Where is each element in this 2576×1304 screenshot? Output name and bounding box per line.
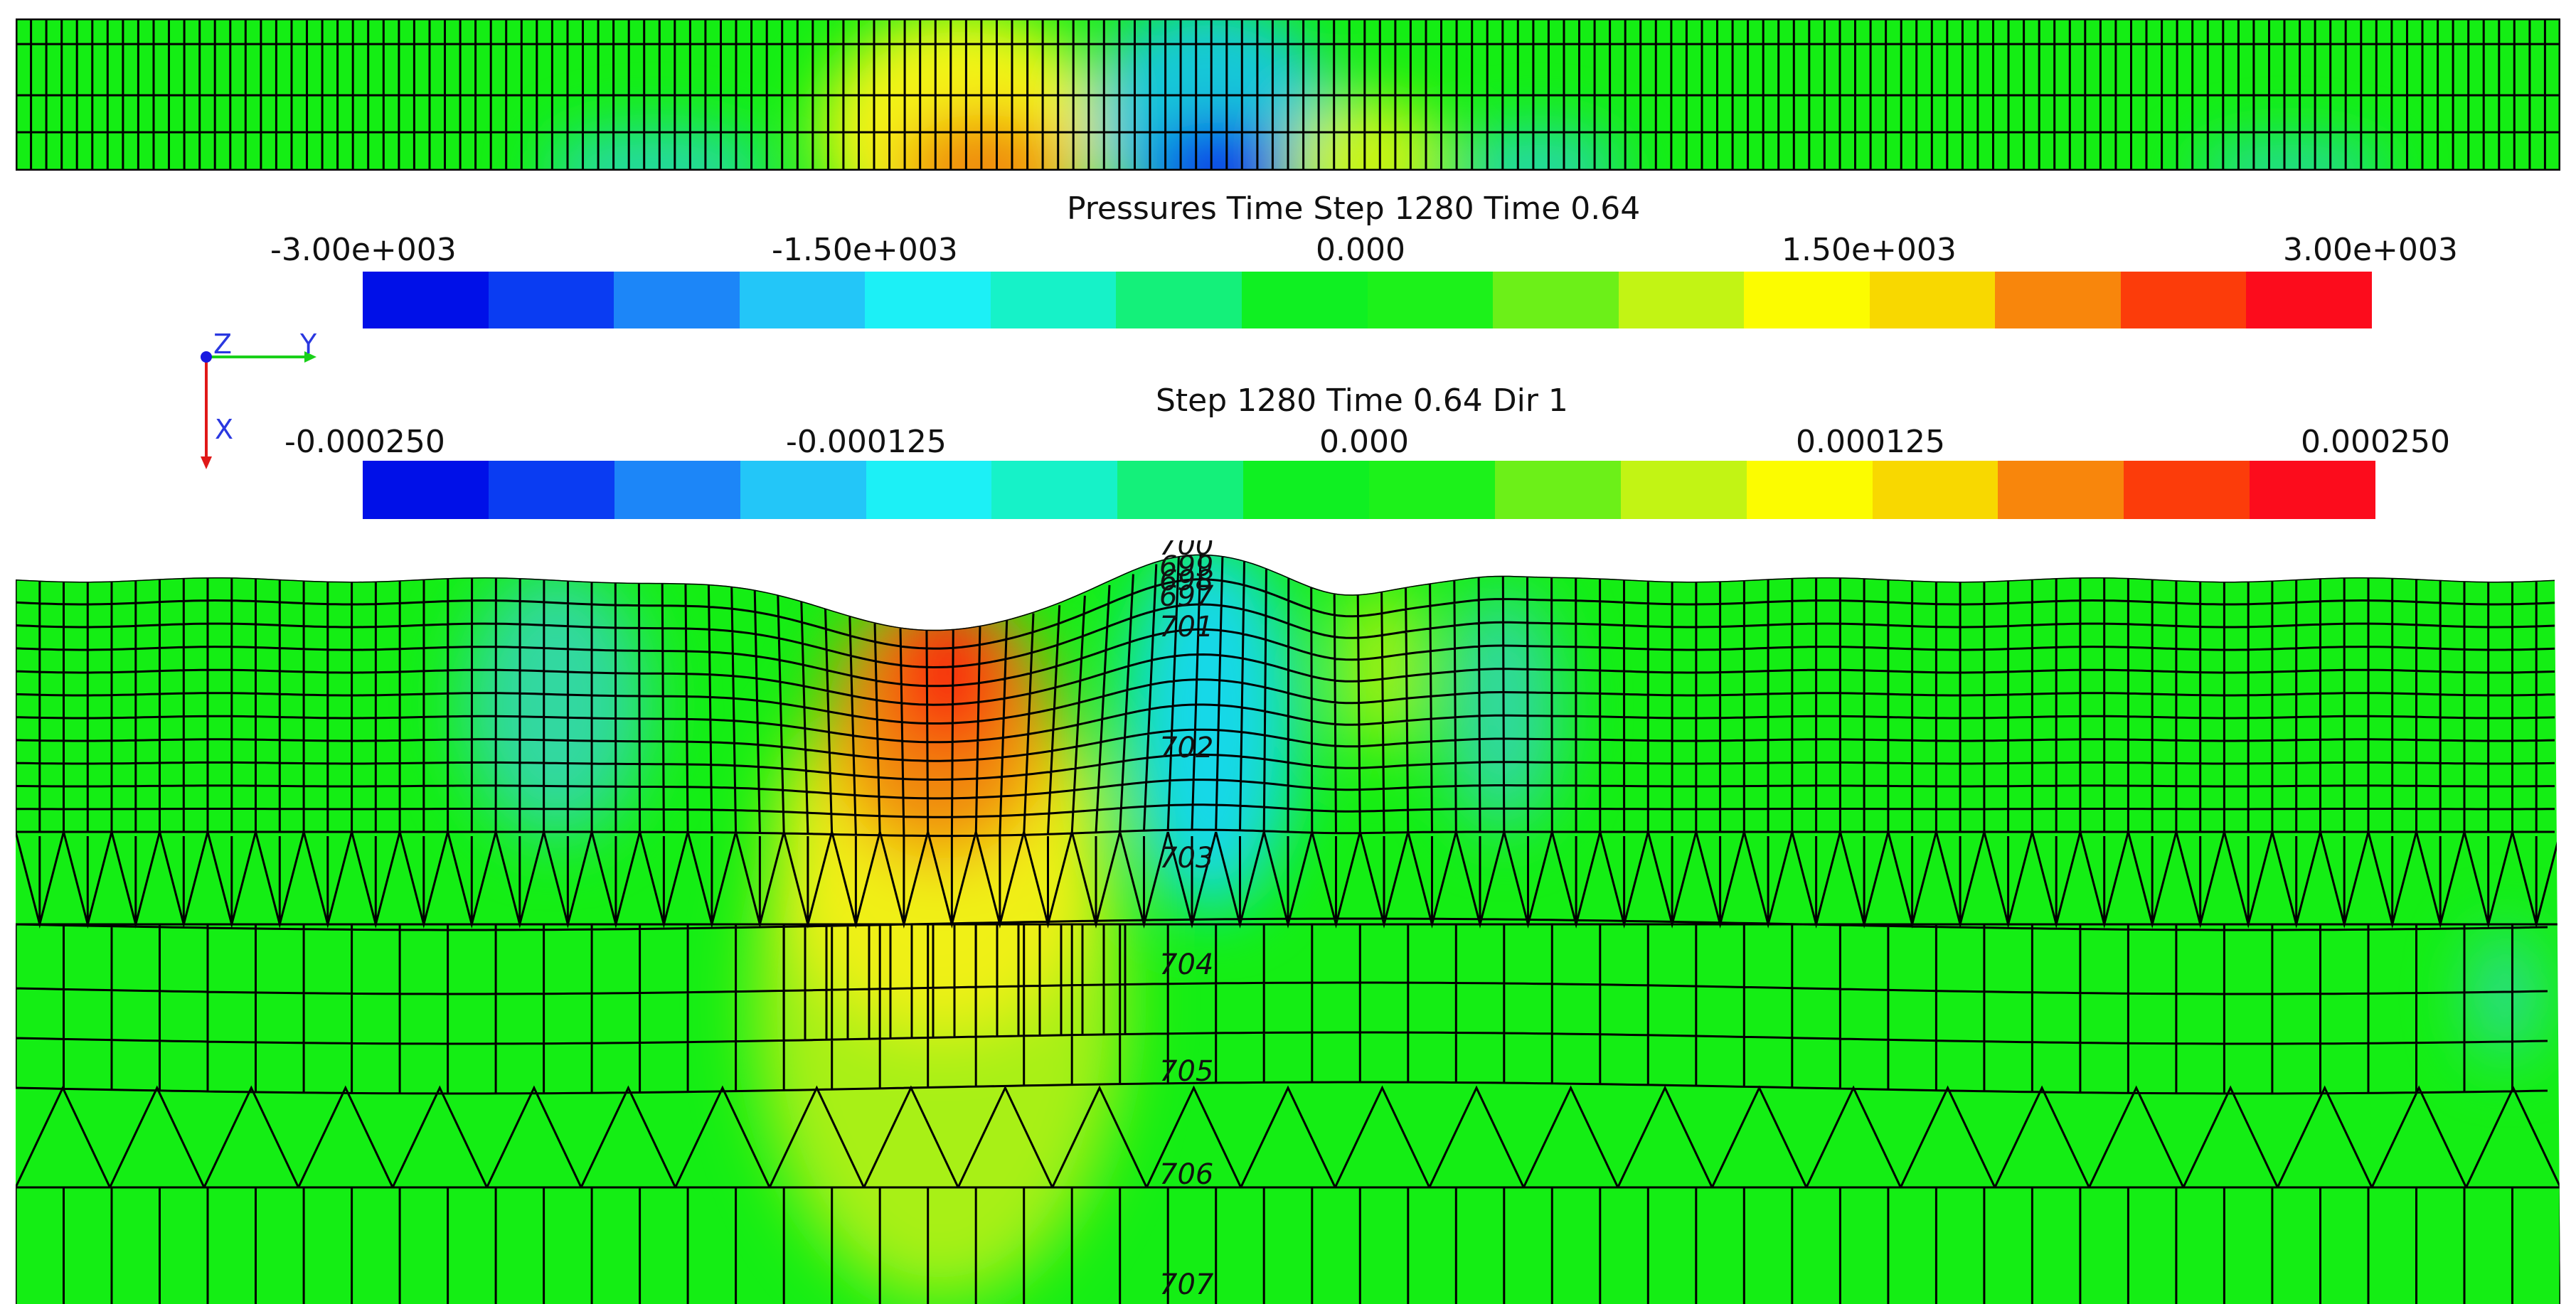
- displacement-colorbar-title: Step 1280 Time 0.64 Dir 1: [1156, 383, 1568, 419]
- displacement-colorbar-swatch: [1117, 461, 1244, 519]
- displacement-tick-label: 0.000: [1319, 424, 1409, 460]
- displacement-colorbar-swatch: [1872, 461, 1998, 519]
- displacement-colorbar-swatch: [488, 461, 614, 519]
- displacement-colorbar-swatch: [1369, 461, 1495, 519]
- pressure-colorbar-swatch: [1618, 272, 1745, 328]
- top-strip-grid-lines: [16, 18, 2560, 171]
- pressure-colorbar-swatch: [1367, 272, 1494, 328]
- contour-value-label: 701: [1159, 611, 1213, 643]
- displacement-colorbar-swatch: [614, 461, 740, 519]
- pressure-colorbar-swatch: [1744, 272, 1870, 328]
- pressure-tick-label: 0.000: [1316, 232, 1405, 268]
- pressure-colorbar-swatch: [865, 272, 991, 328]
- pressure-colorbar: [363, 272, 2372, 328]
- pressure-colorbar-title: Pressures Time Step 1280 Time 0.64: [1067, 191, 1641, 227]
- pressure-colorbar-swatch: [1493, 272, 1619, 328]
- displacement-colorbar-swatch: [2124, 461, 2250, 519]
- displacement-colorbar: [363, 461, 2375, 519]
- displacement-colorbar-swatch: [866, 461, 992, 519]
- displacement-colorbar-swatch: [740, 461, 866, 519]
- contour-value-label: 704: [1159, 948, 1213, 981]
- axis-z-label: Z: [213, 328, 233, 360]
- axis-y-label: Y: [300, 328, 317, 360]
- displacement-colorbar-swatch: [991, 461, 1118, 519]
- contour-value-label: 705: [1159, 1055, 1213, 1088]
- axes-triad-icon: [201, 351, 316, 469]
- pressure-field-strip: [16, 18, 2560, 171]
- contour-value-label: 700: [1159, 540, 1213, 562]
- displacement-colorbar-swatch: [363, 461, 489, 519]
- pressure-colorbar-swatch: [990, 272, 1117, 328]
- pressure-colorbar-swatch: [1869, 272, 1996, 328]
- displacement-tick-label: 0.000125: [1796, 424, 1945, 460]
- displacement-colorbar-swatch: [1746, 461, 1873, 519]
- displacement-colorbar-swatch: [1620, 461, 1747, 519]
- pressure-colorbar-swatch: [488, 272, 614, 328]
- contour-value-label: 706: [1159, 1158, 1213, 1191]
- contour-value-label: 698: [1159, 565, 1213, 597]
- contour-value-label: 699: [1159, 550, 1213, 583]
- displacement-colorbar-swatch: [1998, 461, 2124, 519]
- pressure-colorbar-swatch: [614, 272, 740, 328]
- pressure-colorbar-swatch: [1116, 272, 1242, 328]
- pressure-colorbar-swatch: [2120, 272, 2247, 328]
- displacement-colorbar-swatch: [2250, 461, 2375, 519]
- axis-x-label: X: [215, 414, 234, 445]
- pressure-tick-label: -3.00e+003: [270, 232, 457, 268]
- pressure-colorbar-swatch: [1995, 272, 2121, 328]
- displacement-colorbar-swatch: [1243, 461, 1369, 519]
- pressure-colorbar-swatch: [1241, 272, 1368, 328]
- pressure-colorbar-swatch: [2246, 272, 2372, 328]
- displacement-tick-label: -0.000250: [284, 424, 445, 460]
- pressure-tick-label: 3.00e+003: [2283, 232, 2458, 268]
- displacement-tick-label: 0.000250: [2301, 424, 2450, 460]
- pressure-tick-label: 1.50e+003: [1782, 232, 1957, 268]
- pressure-colorbar-swatch: [739, 272, 866, 328]
- displacement-tick-label: -0.000125: [786, 424, 947, 460]
- contour-value-label: 702: [1159, 732, 1213, 764]
- contour-value-label: 697: [1159, 580, 1214, 613]
- pressure-colorbar-swatch: [363, 272, 489, 328]
- pressure-tick-label: -1.50e+003: [772, 232, 958, 268]
- displacement-colorbar-swatch: [1494, 461, 1621, 519]
- contour-value-label: 707: [1159, 1268, 1214, 1301]
- contour-value-label: 703: [1159, 842, 1213, 875]
